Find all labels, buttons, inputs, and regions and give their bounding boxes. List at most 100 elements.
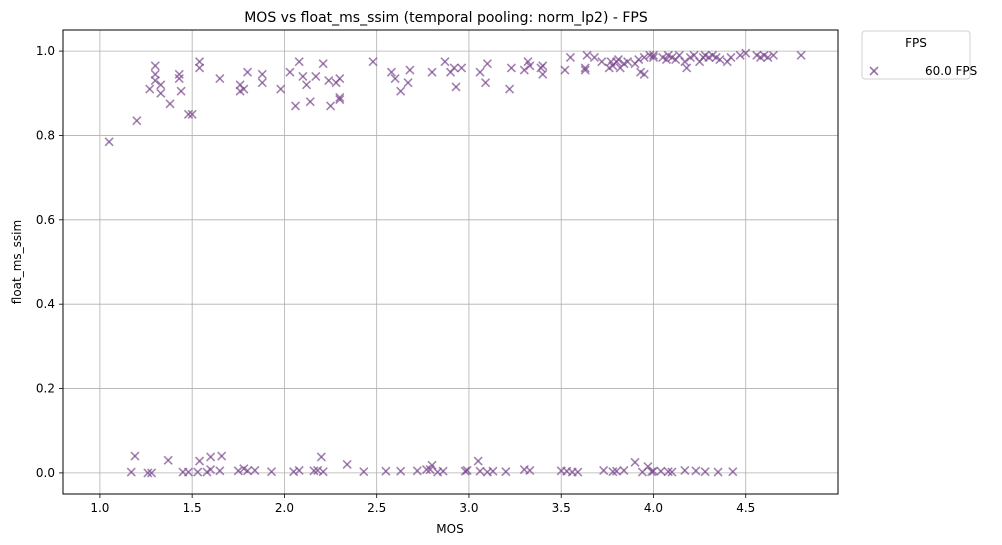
data-point [396,86,406,96]
x-tick-label: 4.5 [736,501,755,515]
data-point-stroke [501,467,511,477]
data-point-stroke [289,467,299,477]
data-point-stroke [658,52,668,62]
data-point-stroke [438,466,448,476]
data-point [580,65,590,75]
x-tick-label: 1.5 [183,501,202,515]
data-point-stroke [488,466,498,476]
data-point [449,63,459,73]
data-point-stroke [525,465,535,475]
data-point-stroke [335,95,345,105]
data-point-stroke [242,466,253,476]
data-point-stroke [421,464,432,475]
data-point [174,73,184,84]
data-point-stroke [457,63,467,73]
data-point [318,59,328,69]
data-point [589,52,599,62]
data-point [580,63,590,73]
data-point-stroke [396,466,406,476]
data-point [276,84,286,94]
data-point [130,451,140,461]
data-point-stroke [741,48,751,58]
data-point-stroke [276,84,286,94]
data-point [519,65,529,75]
data-point-stroke [233,466,243,476]
data-point [680,465,690,475]
data-point-stroke [726,52,736,62]
data-point-stroke [239,464,249,474]
data-point-stroke [656,466,666,476]
data-point-stroke [473,456,483,466]
data-point [147,468,157,478]
data-point-stroke [707,50,718,60]
data-point-stroke [475,67,485,77]
data-point-stroke [451,82,461,92]
data-point [233,466,243,476]
x-tick-label: 3.0 [459,501,478,515]
y-tick-label: 0.8 [36,128,55,142]
data-point-stroke [523,57,533,67]
data-point-stroke [599,465,609,475]
data-point-stroke [663,50,673,60]
data-point-stroke [573,467,583,477]
data-point [183,109,194,119]
data-point-stroke [215,73,225,84]
data-point-stroke [647,467,657,477]
data-point-stroke [163,455,173,465]
data-point [194,456,205,466]
data-point-stroke [381,466,391,476]
data-point-stroke [689,50,699,60]
data-point-stroke [294,57,304,67]
data-point-stroke [440,57,450,67]
data-point-stroke [126,467,136,477]
data-point-stroke [165,99,175,109]
data-point-stroke [700,467,710,477]
data-point-stroke [735,50,745,60]
data-point-stroke [427,460,437,470]
data-point [612,466,622,476]
data-point-stroke [643,462,653,472]
data-point [316,452,326,462]
data-point-stroke [147,468,157,478]
data-point-stroke [193,467,203,477]
data-point [294,465,304,475]
data-point-stroke [525,61,535,71]
data-point-stroke [335,73,345,84]
data-point-stroke [335,92,345,103]
data-point-stroke [194,63,205,73]
data-point [342,459,352,470]
data-point-stroke [104,137,114,147]
data-point [713,467,723,477]
data-point [656,466,666,476]
data-point [396,466,406,476]
data-point [132,116,142,126]
data-point [239,84,249,94]
data-point-stroke [580,63,590,73]
data-point-stroke [266,467,277,477]
x-tick-label: 4.0 [644,501,663,515]
data-point [150,61,160,71]
x-tick-label: 3.5 [552,501,571,515]
data-point [525,61,535,71]
data-point-stroke [565,52,576,62]
data-point [538,69,548,79]
data-point [217,451,227,461]
data-point-stroke [519,65,529,75]
data-point [193,467,203,477]
x-tick-label: 2.5 [367,501,386,515]
data-point [206,452,216,462]
data-point [427,460,437,470]
data-point [573,467,583,477]
data-point-stroke [613,54,623,65]
data-point [648,466,659,476]
data-point [250,465,260,475]
data-point-stroke [462,465,472,475]
x-tick-label: 1.0 [90,501,109,515]
data-point-stroke [639,52,649,62]
legend: FPS 60.0 FPS [861,30,977,80]
data-point-stroke [176,86,186,96]
data-point [796,50,806,60]
data-point [165,99,175,109]
data-point [104,137,114,147]
